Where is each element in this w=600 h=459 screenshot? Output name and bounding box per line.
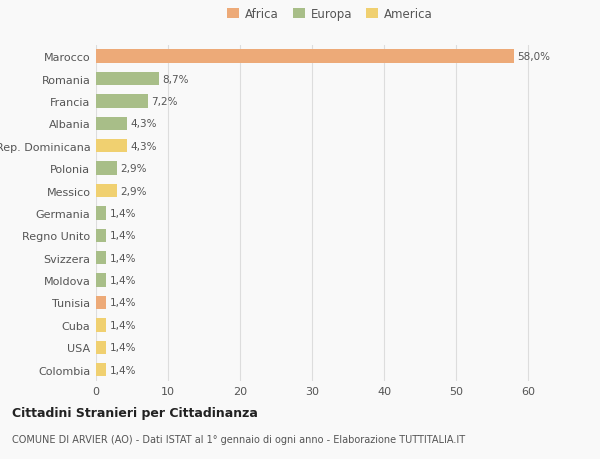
Bar [96,252,106,265]
Text: 1,4%: 1,4% [110,342,136,353]
Text: 1,4%: 1,4% [110,275,136,285]
Text: 2,9%: 2,9% [121,186,147,196]
Bar [96,363,106,376]
Bar [96,341,106,354]
Bar [96,50,514,64]
Bar [96,229,106,242]
Text: COMUNE DI ARVIER (AO) - Dati ISTAT al 1° gennaio di ogni anno - Elaborazione TUT: COMUNE DI ARVIER (AO) - Dati ISTAT al 1°… [12,434,465,444]
Bar [96,162,117,175]
Text: 58,0%: 58,0% [517,52,550,62]
Text: 1,4%: 1,4% [110,320,136,330]
Text: 1,4%: 1,4% [110,253,136,263]
Text: Cittadini Stranieri per Cittadinanza: Cittadini Stranieri per Cittadinanza [12,406,258,419]
Text: 2,9%: 2,9% [121,164,147,174]
Text: 7,2%: 7,2% [151,97,178,107]
Text: 1,4%: 1,4% [110,208,136,218]
Bar [96,118,127,131]
Bar [96,95,148,108]
Bar [96,140,127,153]
Text: 4,3%: 4,3% [131,119,157,129]
Legend: Africa, Europa, America: Africa, Europa, America [224,5,436,25]
Text: 4,3%: 4,3% [131,141,157,151]
Bar [96,296,106,309]
Text: 1,4%: 1,4% [110,365,136,375]
Bar [96,274,106,287]
Text: 1,4%: 1,4% [110,231,136,241]
Bar [96,319,106,332]
Bar [96,185,117,198]
Text: 8,7%: 8,7% [162,74,189,84]
Bar [96,73,158,86]
Text: 1,4%: 1,4% [110,298,136,308]
Bar [96,207,106,220]
